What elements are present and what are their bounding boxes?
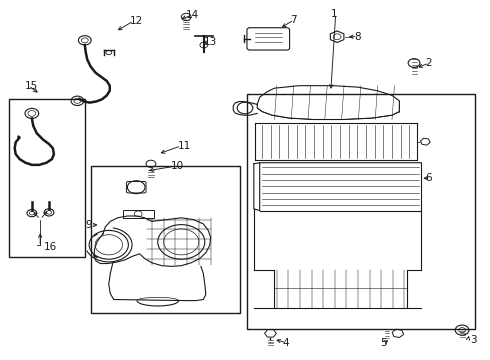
Text: 6: 6 <box>425 173 432 183</box>
Text: 7: 7 <box>290 15 297 25</box>
Text: 10: 10 <box>171 161 184 171</box>
Bar <box>247 94 475 329</box>
Text: 3: 3 <box>470 335 477 345</box>
Text: 4: 4 <box>282 338 289 348</box>
Text: 2: 2 <box>425 58 432 68</box>
Bar <box>122 210 154 218</box>
Bar <box>91 166 240 313</box>
Text: 14: 14 <box>186 10 199 20</box>
Text: 15: 15 <box>24 81 38 91</box>
Text: 16: 16 <box>44 242 57 252</box>
Text: 5: 5 <box>380 338 387 348</box>
Bar <box>9 99 85 257</box>
Text: 1: 1 <box>331 9 338 19</box>
Text: 8: 8 <box>354 32 361 42</box>
Text: 12: 12 <box>130 16 143 26</box>
Text: 9: 9 <box>86 220 93 230</box>
Text: 13: 13 <box>204 37 217 48</box>
Text: 11: 11 <box>177 141 191 151</box>
